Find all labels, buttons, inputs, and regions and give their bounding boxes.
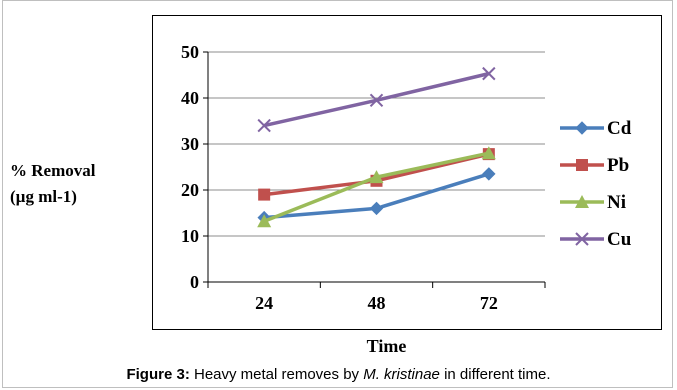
legend-marker-pb [576,159,588,171]
legend-marker-ni [575,195,589,208]
y-axis-label-line2: (µg ml-1) [10,187,77,206]
y-axis-label-line1: % Removal [10,161,96,180]
y-tick-label-20: 20 [181,180,199,200]
point-cd-48-shape [369,201,384,216]
y-tick-label-30: 30 [181,134,199,154]
legend-entry-ni: Ni [560,192,626,213]
legend-marker-ni-shape [575,195,589,208]
caption-species: M. kristinae [363,366,440,383]
point-cu-24-stroke-b [257,118,271,133]
legend-label-ni: Ni [607,192,626,213]
figure-caption: Figure 3: Heavy metal removes by M. kris… [0,366,677,383]
point-pb-24 [258,188,271,201]
caption-text-after: in different time. [439,366,551,383]
point-ni-72-shape [481,146,496,160]
chart-area-frame [152,15,662,330]
point-ni-72 [481,146,496,160]
x-tick-label-48: 48 [368,293,386,313]
legend-entry-cd: Cd [560,118,632,139]
legend-marker-cd [575,121,589,135]
legend-marker-pb-shape [576,159,588,171]
point-pb-24-shape [258,188,271,201]
point-cd-48 [369,201,384,216]
point-cd-72-shape [482,167,496,181]
point-cu-72-stroke-b [482,66,496,81]
point-cu-72 [482,66,496,81]
legend-label-pb: Pb [607,155,629,176]
point-cu-48-stroke-b [369,93,384,108]
legend-entry-cu: Cu [560,229,632,250]
y-tick-label-0: 0 [190,272,199,292]
point-cu-24 [257,118,271,133]
x-axis-title: Time [367,336,407,356]
legend-marker-cu [575,232,589,246]
legend-entry-pb: Pb [560,155,629,176]
legend-label-cu: Cu [607,229,632,250]
y-tick-label-50: 50 [181,42,199,62]
y-tick-label-10: 10 [181,226,199,246]
legend-label-cd: Cd [607,118,632,139]
legend-marker-cu-stroke-b [575,232,589,246]
caption-text-before: Heavy metal removes by [189,366,364,383]
point-ni-48-shape [369,170,384,184]
y-tick-label-40: 40 [181,88,199,108]
point-ni-48 [369,170,384,184]
y-axis-label: % Removal (µg ml-1) [10,158,95,210]
point-cd-72 [482,167,496,181]
x-tick-label-72: 72 [480,293,498,313]
caption-label: Figure 3: [126,366,190,383]
point-cu-48 [369,93,384,108]
point-ni-24 [257,214,272,228]
legend-marker-cd-shape [575,121,589,135]
point-ni-24-shape [257,214,272,228]
x-tick-label-24: 24 [255,293,273,313]
